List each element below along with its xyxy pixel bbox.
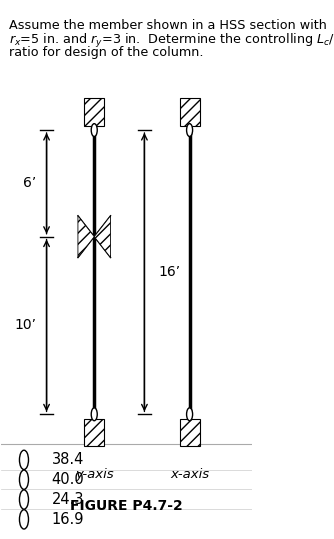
Bar: [84, 98, 104, 126]
Text: 40.0: 40.0: [51, 472, 84, 487]
Circle shape: [91, 123, 97, 136]
Circle shape: [19, 510, 28, 529]
Circle shape: [19, 450, 28, 469]
Text: 24.3: 24.3: [51, 492, 84, 507]
Circle shape: [91, 408, 97, 421]
Bar: [84, 419, 104, 446]
Polygon shape: [94, 216, 111, 258]
Bar: [180, 98, 200, 126]
Text: $r_x$=5 in. and $r_y$=3 in.  Determine the controlling $L_c$/r: $r_x$=5 in. and $r_y$=3 in. Determine th…: [9, 32, 334, 51]
Text: ratio for design of the column.: ratio for design of the column.: [9, 46, 203, 59]
Text: y-axis: y-axis: [75, 468, 114, 481]
Bar: [180, 419, 200, 446]
Circle shape: [187, 123, 193, 136]
Text: 16.9: 16.9: [51, 512, 84, 527]
Text: FIGURE P4.7-2: FIGURE P4.7-2: [70, 499, 183, 513]
Circle shape: [187, 408, 193, 421]
Text: 6’: 6’: [23, 176, 36, 190]
Text: x-axis: x-axis: [170, 468, 209, 481]
Text: Assume the member shown in a HSS section with: Assume the member shown in a HSS section…: [9, 18, 327, 32]
Text: 38.4: 38.4: [51, 452, 84, 467]
Text: 10’: 10’: [14, 319, 36, 333]
Text: 16’: 16’: [158, 265, 180, 279]
Circle shape: [19, 490, 28, 509]
Circle shape: [19, 470, 28, 489]
Polygon shape: [78, 216, 94, 258]
